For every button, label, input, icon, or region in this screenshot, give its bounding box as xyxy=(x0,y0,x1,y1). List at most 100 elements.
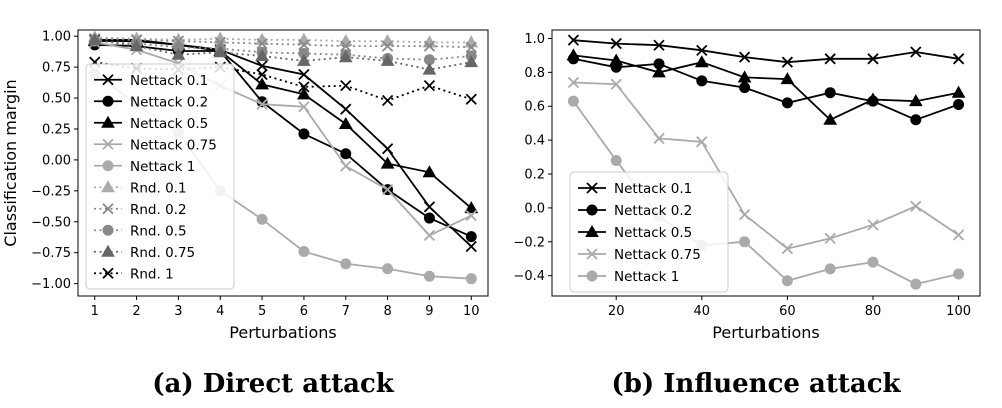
data-point xyxy=(610,78,622,90)
direct-attack-panel: 1.00 0.75 0.50 0.25 0.00 −0.25 −0.50 −0.75 −1.00… xyxy=(1,29,489,399)
x-tick-label: 8 xyxy=(383,304,391,319)
data-point xyxy=(381,143,394,155)
data-point xyxy=(465,41,477,53)
figure-caption: (a) Direct attack xyxy=(152,369,395,399)
data-point xyxy=(908,94,923,107)
legend-label: Nettack 0.5 xyxy=(614,225,692,241)
data-point xyxy=(465,240,477,253)
series-line-rnd-0-2 xyxy=(94,37,472,49)
influence-attack-panel: 1.0 0.8 0.6 0.4 0.2 0.0 −0.2 −0.4 20 40 60 80 100 Per… xyxy=(513,29,981,399)
x-tick-label: 40 xyxy=(694,304,711,319)
y-tick-label: 0.00 xyxy=(42,153,71,168)
data-point xyxy=(298,68,310,81)
data-point xyxy=(610,154,622,166)
data-point xyxy=(652,65,666,78)
data-point xyxy=(464,55,479,68)
x-tick-label: 60 xyxy=(779,304,796,319)
x-tick-label: 6 xyxy=(300,304,308,319)
data-point xyxy=(256,60,268,72)
data-point xyxy=(340,148,352,160)
data-point xyxy=(465,231,477,243)
y-tick-label: −0.75 xyxy=(31,246,71,261)
data-point xyxy=(910,278,922,290)
y-tick-label: 0.4 xyxy=(524,134,545,149)
x-tick-label: 4 xyxy=(216,304,224,319)
data-point xyxy=(951,85,966,98)
data-point xyxy=(824,87,836,99)
y-tick-label: 0.25 xyxy=(42,122,71,137)
data-point xyxy=(423,270,435,282)
data-point xyxy=(340,103,352,115)
legend-box xyxy=(569,171,729,293)
legend-marker xyxy=(102,203,114,215)
series-line-rnd-1 xyxy=(94,61,472,102)
data-point xyxy=(465,273,477,285)
data-point xyxy=(781,56,794,68)
data-point xyxy=(866,92,880,105)
data-point xyxy=(423,80,436,92)
y-tick-label: −0.50 xyxy=(31,215,71,230)
legend-marker xyxy=(101,244,115,257)
data-point xyxy=(297,53,311,66)
legend-marker xyxy=(586,270,598,282)
x-tick-label: 80 xyxy=(865,304,882,319)
legend-label: Nettack 1 xyxy=(614,269,679,285)
data-point xyxy=(340,80,352,92)
x-tick-label: 1 xyxy=(91,304,99,319)
data-point xyxy=(566,48,581,61)
figure-caption: (b) Influence attack xyxy=(611,369,901,399)
data-point xyxy=(380,156,395,169)
legend-marker xyxy=(102,74,114,86)
data-point xyxy=(381,183,394,196)
data-point xyxy=(340,40,352,52)
y-tick-label: 0.75 xyxy=(42,61,71,76)
data-point xyxy=(567,76,580,89)
y-tick-label: 0.0 xyxy=(524,201,545,216)
data-point xyxy=(910,114,922,126)
legend-label: Nettack 0.1 xyxy=(130,73,208,89)
x-axis-label: Perturbations xyxy=(229,323,336,342)
data-point xyxy=(952,229,965,241)
y-axis-label: Classification margin xyxy=(1,79,20,246)
y-tick-label: −0.2 xyxy=(513,235,545,250)
data-point xyxy=(381,94,394,107)
legend-label: Nettack 0.5 xyxy=(130,116,208,132)
x-tick-label: 7 xyxy=(342,304,350,319)
data-point xyxy=(255,48,269,61)
data-point xyxy=(171,47,186,60)
data-point xyxy=(422,62,437,75)
x-tick-label: 100 xyxy=(946,304,971,319)
data-point xyxy=(381,40,394,52)
data-point xyxy=(694,55,709,68)
series-line-nettack-0-5 xyxy=(94,40,472,209)
data-point xyxy=(781,97,793,109)
legend-label: Rnd. 0.75 xyxy=(130,245,195,261)
data-point xyxy=(423,201,436,213)
legend-marker xyxy=(585,224,599,237)
data-point xyxy=(338,50,353,63)
data-point xyxy=(423,212,435,224)
legend-marker xyxy=(586,248,598,260)
y-tick-label: 1.0 xyxy=(524,32,545,47)
data-point xyxy=(255,77,269,90)
y-tick-label: 0.50 xyxy=(42,92,71,107)
y-tick-label: −1.00 xyxy=(31,277,71,292)
data-point xyxy=(696,75,708,87)
x-tick-label: 2 xyxy=(132,304,140,319)
x-tick-label: 20 xyxy=(608,304,625,319)
series-line-nettack-0-2 xyxy=(94,43,472,238)
data-point xyxy=(256,98,268,110)
legend-label: Nettack 0.2 xyxy=(130,94,208,110)
data-point xyxy=(298,101,310,113)
data-point xyxy=(338,117,353,130)
legend-marker xyxy=(102,138,114,150)
data-point xyxy=(297,87,311,100)
data-point xyxy=(738,51,751,63)
data-point xyxy=(465,93,477,105)
data-point xyxy=(781,242,794,255)
data-point xyxy=(737,70,752,83)
legend-label: Nettack 0.75 xyxy=(614,247,701,263)
data-point xyxy=(298,81,310,93)
legend-label: Nettack 0.75 xyxy=(130,137,217,153)
